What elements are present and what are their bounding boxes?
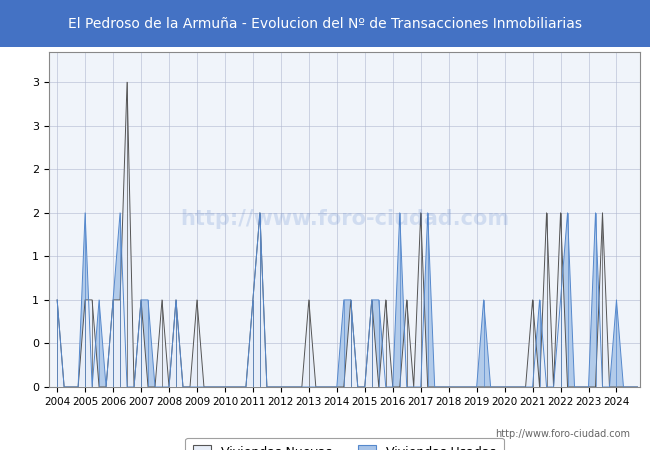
Text: http://www.foro-ciudad.com: http://www.foro-ciudad.com bbox=[180, 209, 509, 230]
Text: El Pedroso de la Armuña - Evolucion del Nº de Transacciones Inmobiliarias: El Pedroso de la Armuña - Evolucion del … bbox=[68, 17, 582, 31]
Text: http://www.foro-ciudad.com: http://www.foro-ciudad.com bbox=[495, 429, 630, 439]
Legend: Viviendas Nuevas, Viviendas Usadas: Viviendas Nuevas, Viviendas Usadas bbox=[185, 437, 504, 450]
